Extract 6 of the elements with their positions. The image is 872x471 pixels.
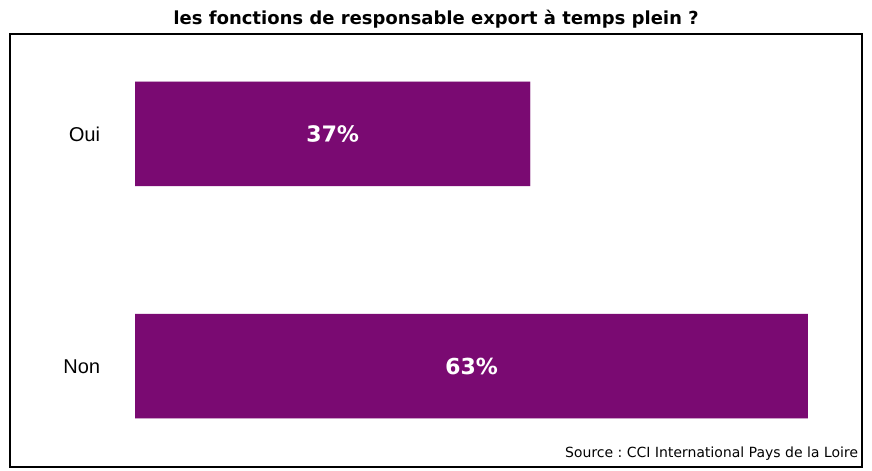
y-tick-label: Non [63, 356, 100, 378]
data-label: 63% [445, 354, 498, 380]
chart-title: les fonctions de responsable export à temps plein ? [173, 8, 699, 29]
annotation: Source : CCI International Pays de la Loire [565, 445, 858, 461]
y-tick-label: Oui [68, 124, 100, 146]
data-label: 37% [306, 122, 359, 148]
